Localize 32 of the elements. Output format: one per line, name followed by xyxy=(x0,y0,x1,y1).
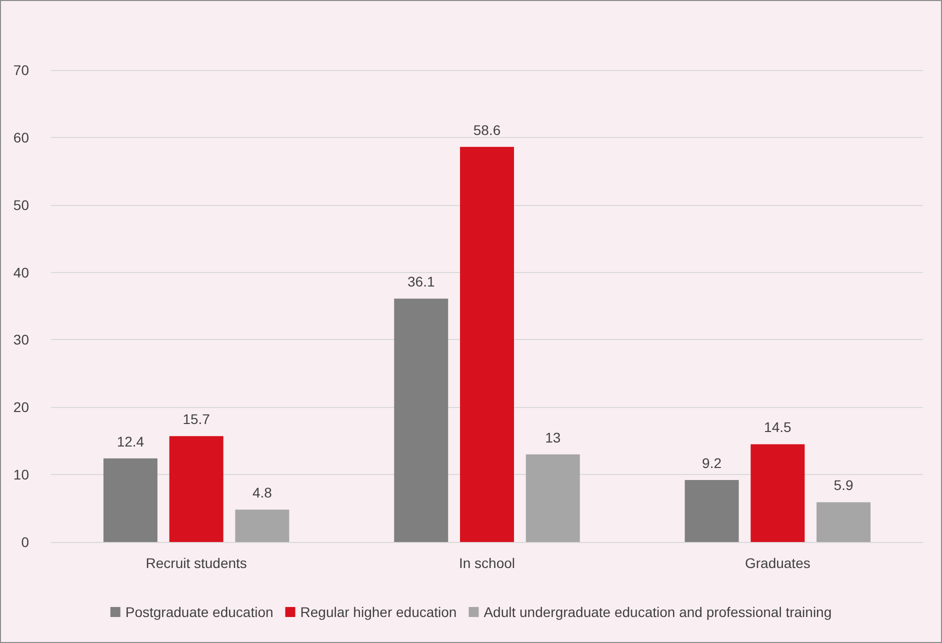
x-tick-label: Recruit students xyxy=(146,555,247,571)
bar xyxy=(750,444,805,542)
data-label: 13 xyxy=(545,429,561,446)
y-tick-label: 10 xyxy=(13,466,30,483)
y-tick-label: 50 xyxy=(13,196,30,213)
y-tick-label: 20 xyxy=(13,399,30,416)
y-tick-label: 70 xyxy=(13,62,30,78)
bar xyxy=(460,146,514,542)
x-tick-label: Graduates xyxy=(744,555,810,571)
legend-label: Regular higher education xyxy=(300,604,457,620)
bar xyxy=(684,480,739,542)
y-tick-label: 60 xyxy=(13,129,30,146)
data-label: 14.5 xyxy=(764,419,792,436)
bar xyxy=(103,458,158,542)
data-label: 5.9 xyxy=(834,477,854,494)
legend-label: Adult undergraduate education and professional training xyxy=(484,604,832,620)
bar xyxy=(235,510,290,542)
legend-label: Postgraduate education xyxy=(125,604,274,620)
data-label: 12.4 xyxy=(116,433,144,450)
data-label: 36.1 xyxy=(407,274,435,290)
data-label: 4.8 xyxy=(252,484,272,501)
y-tick-label: 0 xyxy=(21,534,30,550)
bar xyxy=(394,298,448,542)
data-label: 9.2 xyxy=(702,454,722,471)
x-tick-label: In school xyxy=(458,555,516,571)
data-label: 58.6 xyxy=(473,122,501,138)
bar xyxy=(169,436,224,542)
y-tick-label: 40 xyxy=(13,264,30,280)
data-label: 15.7 xyxy=(182,411,210,428)
y-tick-label: 30 xyxy=(13,332,30,348)
bar xyxy=(526,454,580,542)
bar xyxy=(816,502,871,542)
